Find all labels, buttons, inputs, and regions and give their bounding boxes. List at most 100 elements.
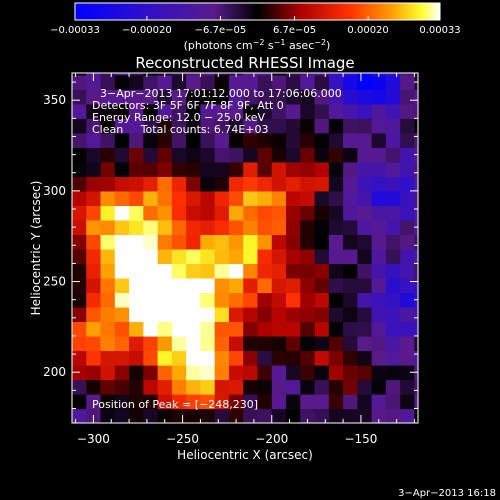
heatmap-cell — [400, 393, 416, 410]
heatmap-cell — [72, 321, 87, 337]
heatmap-cell — [214, 234, 230, 250]
heatmap-cell — [72, 132, 87, 148]
heatmap-cell — [200, 263, 216, 279]
heatmap-cell — [271, 132, 287, 148]
heatmap-cell — [385, 147, 401, 163]
heatmap-cell — [343, 350, 358, 366]
heatmap-cell — [171, 321, 187, 337]
heatmap-cell — [300, 263, 316, 279]
heatmap-cell — [343, 393, 358, 410]
heatmap-cell — [385, 393, 401, 410]
heatmap-cell — [286, 306, 301, 323]
heatmap-cell — [243, 205, 259, 221]
heatmap-cell — [72, 234, 87, 250]
heatmap-cell — [357, 219, 373, 235]
heatmap-cell — [129, 161, 144, 177]
heatmap-cell — [228, 350, 244, 366]
heatmap-cell — [357, 292, 373, 308]
heatmap-cell — [186, 292, 202, 308]
heatmap-cell — [385, 335, 401, 352]
heatmap-cell — [157, 335, 173, 352]
heatmap-cell — [143, 103, 159, 119]
heatmap-cell — [286, 89, 301, 105]
heatmap-cell — [385, 277, 401, 294]
heatmap-cell — [114, 190, 130, 206]
heatmap-cell — [414, 190, 418, 206]
heatmap-cell — [371, 408, 387, 423]
heatmap-cell — [243, 73, 259, 76]
heatmap-cell — [357, 190, 373, 206]
heatmap-cell — [129, 234, 144, 250]
heatmap-cell — [414, 408, 418, 423]
heatmap-cell — [186, 364, 202, 381]
heatmap-cell — [171, 335, 187, 352]
heatmap-cell — [257, 176, 273, 192]
heatmap-cell — [257, 219, 273, 235]
heatmap-cell — [72, 74, 87, 90]
heatmap-cell — [314, 219, 330, 235]
heatmap-cell — [243, 147, 259, 163]
heatmap-cell — [414, 263, 418, 279]
heatmap-cell — [129, 277, 144, 294]
heatmap-cell — [72, 118, 87, 134]
heatmap-cell — [86, 89, 102, 105]
heatmap-cell — [86, 234, 102, 250]
heatmap-cell — [286, 350, 301, 366]
heatmap-cell — [214, 277, 230, 294]
heatmap-cell — [328, 219, 344, 235]
heatmap-cell — [385, 103, 401, 119]
heatmap-cell — [72, 89, 87, 105]
heatmap-cell — [228, 234, 244, 250]
heatmap-cell — [143, 234, 159, 250]
colorbar-gradient — [74, 2, 441, 21]
heatmap-cell — [157, 234, 173, 250]
heatmap-cell — [343, 205, 358, 221]
heatmap-cell — [257, 73, 273, 76]
heatmap-cell — [400, 132, 416, 148]
heatmap-cell — [400, 335, 416, 352]
heatmap-cell — [243, 176, 259, 192]
heatmap-cell — [357, 118, 373, 134]
heatmap-cell — [86, 364, 102, 381]
heatmap-cell — [243, 219, 259, 235]
heatmap-cell — [214, 190, 230, 206]
heatmap-cell — [385, 74, 401, 90]
heatmap-cell — [328, 103, 344, 119]
heatmap-cell — [314, 74, 330, 90]
heatmap-cell — [314, 161, 330, 177]
heatmap-cell — [114, 364, 130, 381]
heatmap-cell — [72, 379, 87, 395]
heatmap-cell — [186, 205, 202, 221]
heatmap-cell — [343, 132, 358, 148]
heatmap-cell — [271, 219, 287, 235]
heatmap-cell — [343, 118, 358, 134]
heatmap-cell — [343, 364, 358, 381]
heatmap-cell — [414, 248, 418, 265]
heatmap-cell — [328, 335, 344, 352]
heatmap-cell — [200, 321, 216, 337]
heatmap-cell — [114, 335, 130, 352]
heatmap-cell — [357, 205, 373, 221]
heatmap-cell — [243, 190, 259, 206]
heatmap-cell — [171, 364, 187, 381]
heatmap-cell — [300, 219, 316, 235]
heatmap-cell — [143, 350, 159, 366]
heatmap-cell — [143, 393, 159, 410]
heatmap-cell — [171, 147, 187, 163]
heatmap-cell — [186, 379, 202, 395]
heatmap-cell — [186, 306, 202, 323]
heatmap-cell — [400, 321, 416, 337]
heatmap-cell — [143, 263, 159, 279]
heatmap-cell — [157, 89, 173, 105]
heatmap-cell — [243, 132, 259, 148]
heatmap-cell — [414, 161, 418, 177]
heatmap-cell — [214, 379, 230, 395]
heatmap-cell — [114, 321, 130, 337]
heatmap-cell — [371, 132, 387, 148]
annotation-energy: Energy Range: 12.0 − 25.0 keV — [92, 111, 266, 124]
heatmap-cell — [400, 74, 416, 90]
heatmap-cell — [357, 132, 373, 148]
heatmap-cell — [214, 74, 230, 90]
colorbar-units: (photons cm−2 s−1 asec−2) — [184, 38, 331, 52]
heatmap-cell — [72, 292, 87, 308]
